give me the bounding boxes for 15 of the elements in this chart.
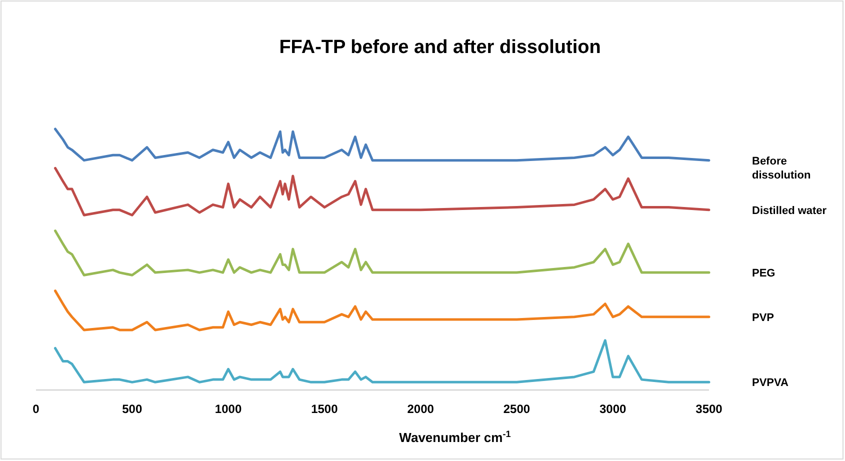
x-tick-label: 2000 xyxy=(407,402,434,416)
chart-title: FFA-TP before and after dissolution xyxy=(279,37,601,58)
text: Distilled water xyxy=(752,204,828,217)
x-tick-label: 0 xyxy=(32,402,40,416)
text: Before dissolution xyxy=(752,155,811,182)
x-axis-title: Wavenumber cm$^{-1}$ xyxy=(399,429,511,445)
x-tick-label: 3500 xyxy=(696,402,723,416)
x-tick-label: 500 xyxy=(122,402,142,416)
x-tick-label: 1000 xyxy=(214,402,242,416)
text: PVPVA xyxy=(752,377,789,390)
text: PEG xyxy=(752,268,776,280)
x-tick-label: 2500 xyxy=(503,402,530,416)
x-tick-label: 3000 xyxy=(600,402,627,416)
x-tick-label: 1500 xyxy=(311,402,338,416)
text: PVP xyxy=(752,312,774,324)
